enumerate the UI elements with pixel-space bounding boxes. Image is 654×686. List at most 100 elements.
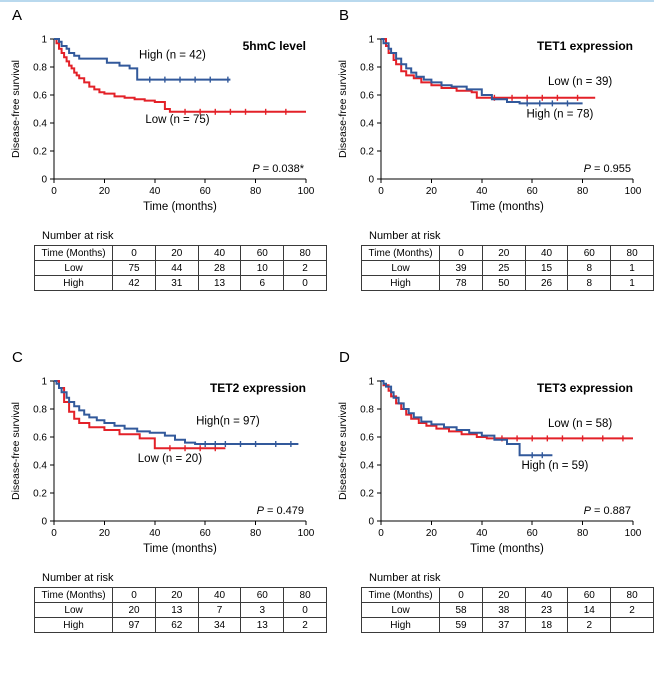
x-tick-label: 60	[200, 528, 212, 539]
x-tick-label: 0	[378, 528, 384, 539]
x-axis-title: Time (months)	[470, 201, 544, 213]
risk-row: Time (Months) 0 20 40 60 80	[360, 587, 654, 603]
risk-cell: 42	[112, 275, 156, 291]
km-plot: 0 0.2 0.4 0.6 0.8 1 0 20 40 60 80 100 Time (months) D…	[337, 377, 642, 556]
risk-cell: High	[33, 275, 114, 291]
risk-cell: 31	[154, 275, 199, 291]
risk-cell: 3	[240, 602, 285, 618]
km-chart: 0 0.2 0.4 0.6 0.8 1 0 20 40 60 80 100 Time (months) D…	[8, 367, 327, 568]
chart-title: TET1 expression	[537, 39, 633, 53]
km-curve-high	[381, 38, 583, 105]
y-tick-label: 0.8	[360, 63, 374, 74]
risk-cell: High	[360, 275, 441, 291]
y-tick-label: 0.4	[360, 119, 374, 130]
risk-cell: 80	[610, 245, 654, 261]
x-tick-label: 20	[99, 186, 111, 197]
risk-cell: 20	[154, 587, 199, 603]
risk-row: Low 20 13 7 3 0	[33, 602, 327, 618]
x-tick-label: 80	[250, 528, 262, 539]
y-tick-label: 0.6	[33, 433, 47, 444]
risk-cell: 1	[610, 260, 654, 276]
risk-cell: 26	[524, 275, 569, 291]
y-axis-title: Disease-free survival	[10, 402, 22, 500]
risk-cell: 39	[439, 260, 483, 276]
number-at-risk-label: Number at risk	[42, 572, 114, 584]
y-tick-label: 0.8	[33, 63, 47, 74]
km-plot: 0 0.2 0.4 0.6 0.8 1 0 20 40 60 80 100 Time (months) D…	[337, 35, 642, 214]
x-tick-label: 0	[51, 528, 57, 539]
km-curve-low	[54, 38, 306, 113]
risk-table: Time (Months) 0 20 40 60 80 Low 20 13 7 3 0 High 97 62…	[33, 587, 327, 633]
risk-cell: 2	[610, 602, 654, 618]
series-label-low: Low (n = 58)	[548, 418, 612, 430]
risk-cell: 14	[567, 602, 612, 618]
x-tick-label: 20	[426, 528, 438, 539]
y-tick-label: 1	[41, 377, 47, 388]
risk-cell: 0	[439, 587, 483, 603]
risk-cell: 13	[240, 617, 285, 633]
risk-row: High 78 50 26 8 1	[360, 275, 654, 291]
panel-letter: B	[339, 7, 350, 24]
risk-cell: 40	[197, 587, 242, 603]
x-tick-label: 60	[527, 186, 539, 197]
y-tick-label: 0	[368, 517, 374, 528]
risk-cell: 23	[524, 602, 569, 618]
risk-cell: 6	[240, 275, 285, 291]
risk-cell: 20	[481, 587, 526, 603]
risk-cell: Low	[360, 602, 441, 618]
risk-cell: 20	[481, 245, 526, 261]
risk-row: Low 39 25 15 8 1	[360, 260, 654, 276]
risk-cell: 0	[112, 245, 156, 261]
km-plot: 0 0.2 0.4 0.6 0.8 1 0 20 40 60 80 100 Time (months) D…	[10, 377, 315, 556]
series-label-high: High(n = 97)	[196, 415, 260, 427]
risk-cell: 40	[197, 245, 242, 261]
y-tick-label: 0.2	[33, 147, 47, 158]
x-tick-label: 40	[149, 186, 161, 197]
risk-cell: 58	[439, 602, 483, 618]
risk-cell: 60	[567, 245, 612, 261]
risk-cell: High	[360, 617, 441, 633]
p-value: P = 0.887	[584, 505, 631, 517]
x-tick-label: 100	[625, 186, 642, 197]
x-tick-label: 60	[527, 528, 539, 539]
km-curve-high	[381, 380, 553, 457]
risk-cell: Time (Months)	[33, 587, 114, 603]
km-curve-high	[54, 38, 231, 81]
risk-cell: 60	[567, 587, 612, 603]
risk-cell: 8	[567, 275, 612, 291]
x-tick-label: 80	[250, 186, 262, 197]
risk-cell: 10	[240, 260, 285, 276]
risk-cell: 13	[154, 602, 199, 618]
x-tick-label: 60	[200, 186, 212, 197]
risk-cell: 0	[112, 587, 156, 603]
km-plot: 0 0.2 0.4 0.6 0.8 1 0 20 40 60 80 100 Time (months) D…	[10, 35, 315, 214]
series-label-high: High (n = 78)	[527, 108, 594, 120]
panel-C: C 0 0.2 0.4 0.6 0.8 1 0 20 40 60 80 100 Time (months…	[0, 344, 327, 686]
risk-cell: 1	[610, 275, 654, 291]
risk-cell: 40	[524, 587, 569, 603]
x-axis-title: Time (months)	[143, 201, 217, 213]
risk-cell	[610, 617, 654, 633]
p-value: P = 0.479	[257, 505, 304, 517]
risk-cell: 97	[112, 617, 156, 633]
y-axis-title: Disease-free survival	[337, 402, 349, 500]
risk-cell: 59	[439, 617, 483, 633]
x-tick-label: 80	[577, 186, 589, 197]
risk-cell: 50	[481, 275, 526, 291]
y-tick-label: 1	[41, 35, 47, 46]
risk-row: High 59 37 18 2	[360, 617, 654, 633]
risk-cell: Time (Months)	[360, 245, 441, 261]
risk-cell: 13	[197, 275, 242, 291]
y-tick-label: 0.8	[33, 405, 47, 416]
series-label-low: Low (n = 75)	[145, 114, 209, 126]
risk-cell: 20	[154, 245, 199, 261]
x-tick-label: 100	[298, 528, 315, 539]
x-tick-label: 40	[149, 528, 161, 539]
y-tick-label: 0.4	[33, 119, 47, 130]
risk-table: Time (Months) 0 20 40 60 80 Low 39 25 15 8 1 High 78 5…	[360, 245, 654, 291]
y-tick-label: 0.4	[360, 461, 374, 472]
risk-cell: 80	[610, 587, 654, 603]
x-tick-label: 20	[99, 528, 111, 539]
y-tick-label: 0.2	[33, 489, 47, 500]
risk-cell: Time (Months)	[360, 587, 441, 603]
